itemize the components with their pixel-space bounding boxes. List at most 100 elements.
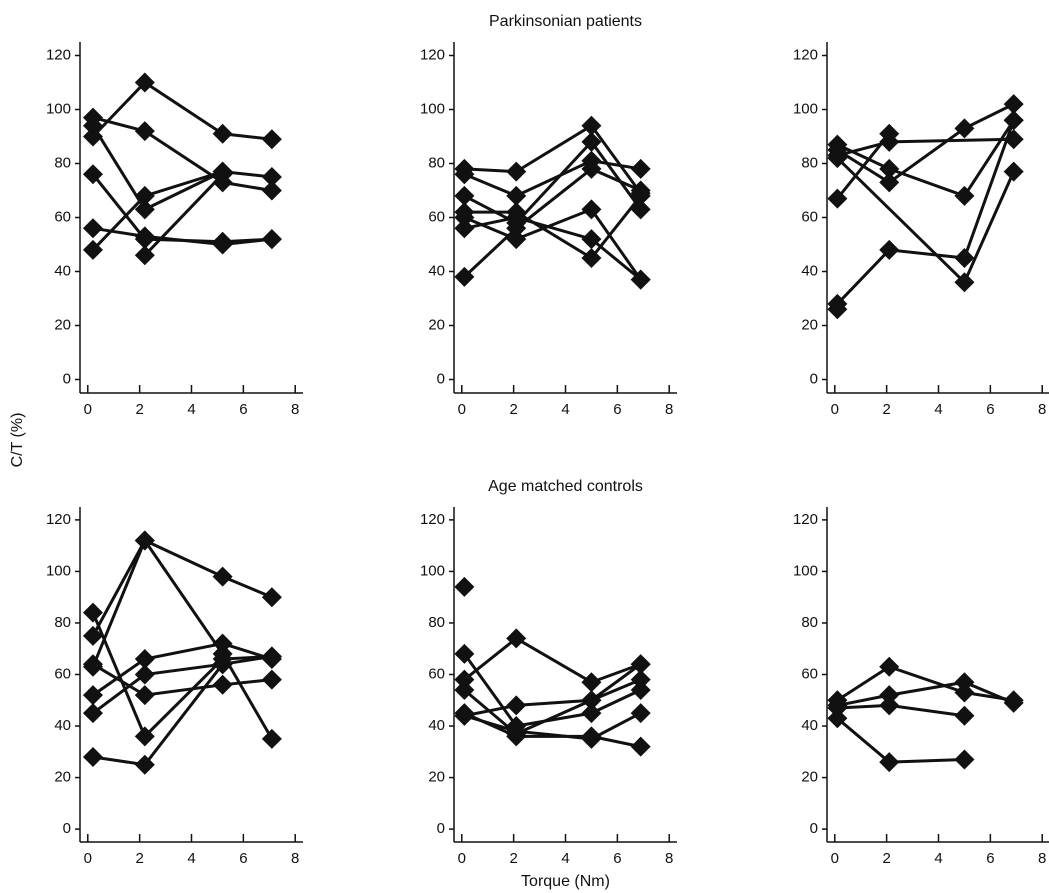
series-line xyxy=(91,80,273,141)
data-point xyxy=(506,628,527,649)
data-point xyxy=(454,266,475,287)
series-line xyxy=(836,717,965,764)
x-tick-label: 2 xyxy=(882,401,890,418)
y-tick-label: 120 xyxy=(420,46,445,63)
data-point xyxy=(82,115,103,136)
y-tick-label: 20 xyxy=(54,316,71,333)
x-tick-label: 6 xyxy=(239,401,247,418)
data-point xyxy=(581,248,602,268)
y-tick-label: 40 xyxy=(428,717,445,734)
data-point xyxy=(212,643,233,664)
y-tick-label: 20 xyxy=(428,769,445,786)
x-axis-label: Torque (Nm) xyxy=(521,873,610,890)
y-tick-label: 20 xyxy=(428,316,445,333)
y-tick-label: 0 xyxy=(810,370,818,387)
series-line xyxy=(836,157,1016,285)
series-line xyxy=(463,139,642,225)
data-point xyxy=(1003,161,1024,182)
data-point xyxy=(581,672,602,693)
panel-group-title: Age matched controls xyxy=(488,478,643,495)
x-tick-label: 4 xyxy=(187,850,195,867)
data-point xyxy=(827,299,848,320)
data-point xyxy=(454,679,475,700)
y-tick-label: 120 xyxy=(793,46,818,63)
y-tick-label: 100 xyxy=(420,100,445,117)
data-point xyxy=(134,530,155,551)
y-tick-label: 60 xyxy=(428,665,445,682)
data-point xyxy=(879,656,900,677)
data-point xyxy=(261,646,282,667)
x-tick-label: 0 xyxy=(458,850,466,867)
data-point xyxy=(261,728,282,749)
data-point xyxy=(212,123,233,144)
data-point xyxy=(954,682,975,703)
y-tick-label: 100 xyxy=(793,562,818,579)
x-tick-label: 4 xyxy=(561,850,569,867)
panel-group-title: Parkinsonian patients xyxy=(489,13,642,30)
data-point xyxy=(82,746,103,767)
data-point xyxy=(827,148,848,169)
y-tick-label: 100 xyxy=(46,100,71,117)
data-point xyxy=(581,726,602,747)
series-line xyxy=(463,167,642,278)
x-tick-label: 8 xyxy=(291,850,299,867)
series-line xyxy=(463,207,642,281)
data-point xyxy=(212,234,233,255)
data-point xyxy=(82,703,103,724)
y-tick-label: 40 xyxy=(428,262,445,279)
data-point xyxy=(134,199,155,220)
y-tick-label: 80 xyxy=(801,154,818,171)
series-line xyxy=(464,678,642,718)
x-tick-label: 2 xyxy=(509,850,517,867)
y-tick-label: 80 xyxy=(428,154,445,171)
series-line xyxy=(836,665,1014,702)
data-point xyxy=(82,625,103,646)
x-tick-label: 6 xyxy=(986,850,994,867)
series-line xyxy=(836,102,1015,185)
x-tick-label: 2 xyxy=(509,401,517,418)
data-point xyxy=(261,229,282,250)
y-tick-label: 40 xyxy=(801,262,818,279)
data-point xyxy=(261,669,282,690)
data-point xyxy=(261,587,282,608)
x-tick-label: 8 xyxy=(291,401,299,418)
y-tick-label: 100 xyxy=(793,100,818,117)
data-point xyxy=(879,752,900,773)
x-tick-label: 2 xyxy=(882,850,890,867)
y-tick-label: 100 xyxy=(46,562,71,579)
data-point xyxy=(454,218,475,239)
data-point xyxy=(506,161,527,182)
x-tick-label: 4 xyxy=(187,401,195,418)
x-tick-label: 2 xyxy=(135,850,143,867)
y-tick-label: 40 xyxy=(801,717,818,734)
series-line xyxy=(463,653,642,728)
data-point xyxy=(879,123,900,144)
data-point xyxy=(261,129,282,150)
data-point xyxy=(879,239,900,260)
data-point xyxy=(212,566,233,587)
data-point xyxy=(82,602,103,623)
data-point xyxy=(454,576,475,597)
y-tick-label: 0 xyxy=(63,370,71,387)
x-tick-label: 6 xyxy=(239,850,247,867)
data-point xyxy=(581,131,602,152)
data-point xyxy=(454,185,475,206)
data-point xyxy=(454,643,475,664)
data-point xyxy=(827,698,848,718)
data-point xyxy=(630,158,651,179)
y-tick-label: 40 xyxy=(54,717,71,734)
data-point xyxy=(134,72,155,93)
data-point xyxy=(630,654,651,675)
y-tick-label: 100 xyxy=(420,562,445,579)
data-point xyxy=(82,654,103,675)
x-tick-label: 2 xyxy=(135,401,143,418)
data-point xyxy=(630,669,651,690)
data-point xyxy=(827,188,848,209)
series-line xyxy=(92,226,273,247)
data-point xyxy=(879,158,900,179)
data-point xyxy=(82,164,103,185)
data-point xyxy=(261,167,282,187)
series-line xyxy=(463,159,641,198)
y-axis-label: C/T (%) xyxy=(9,413,26,468)
data-point xyxy=(630,703,651,724)
